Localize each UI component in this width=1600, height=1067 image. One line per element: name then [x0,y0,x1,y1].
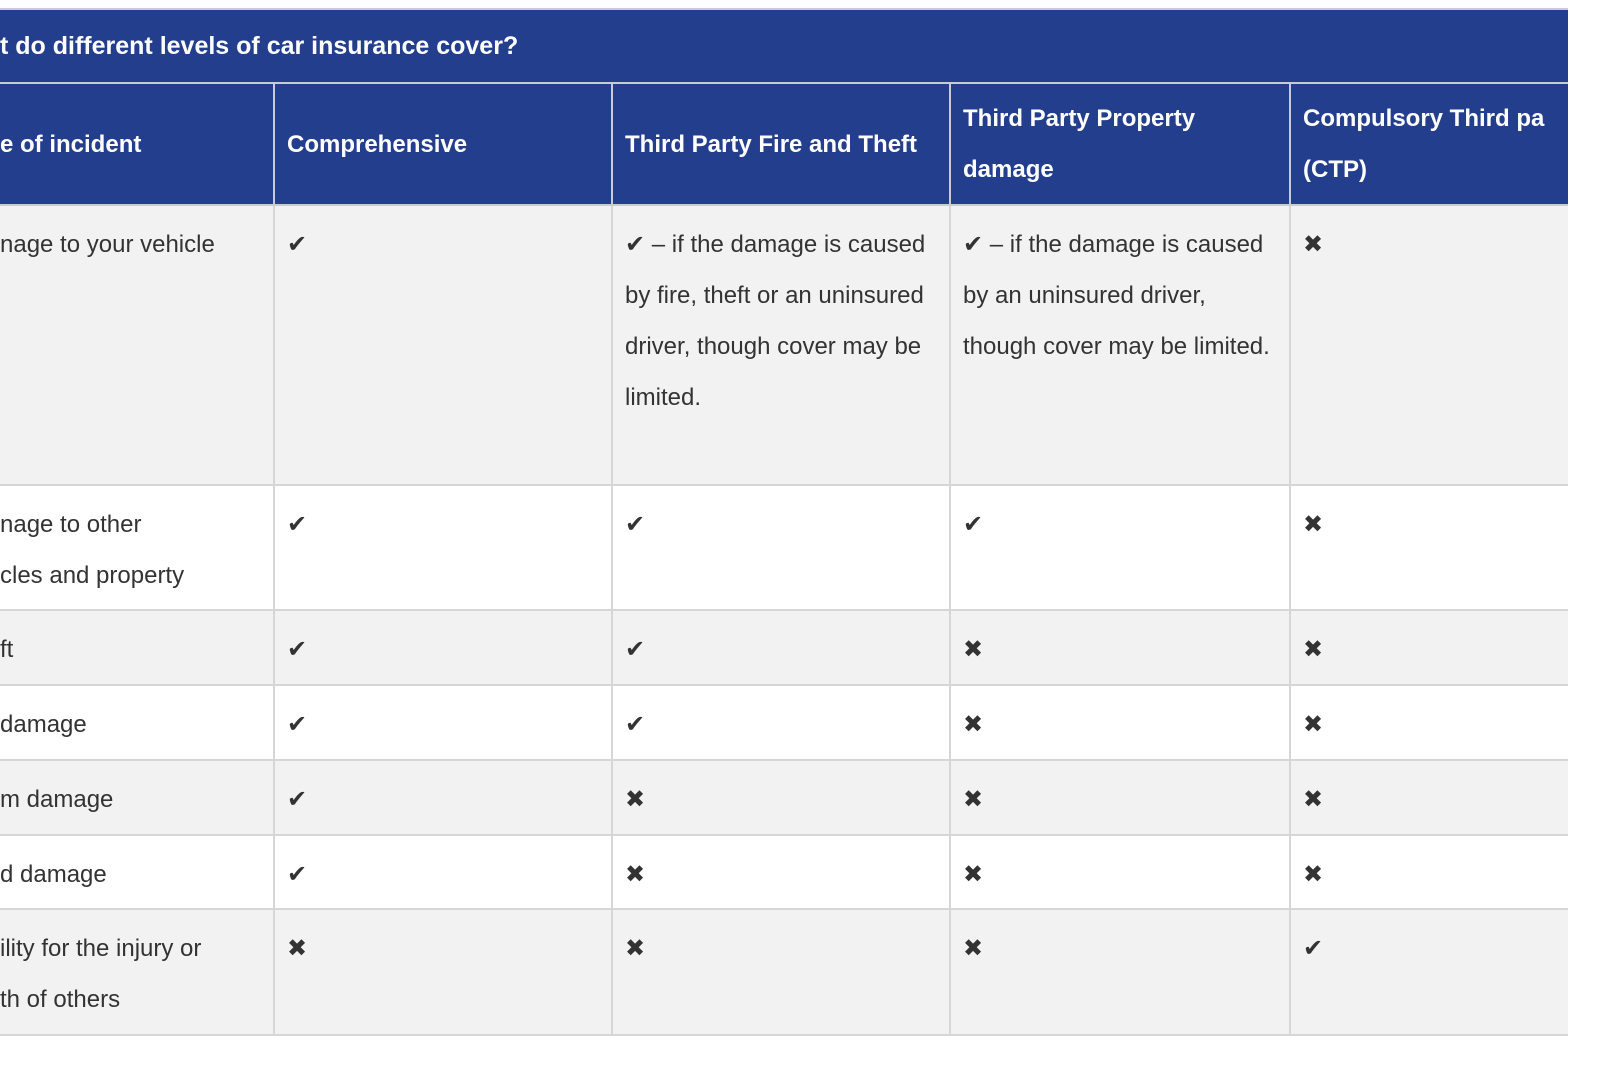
incident-line: nage to your vehicle [0,231,215,258]
cover-cell: ✔ [611,684,951,761]
table: e of incident Comprehensive Third Party Fi… [0,84,1568,1036]
table-row: m damage ✔ ✖ ✖ ✖ [0,759,1568,836]
incident-cell: ft [0,609,275,686]
incident-line: ility for the injury or [0,935,202,962]
coverage-table: t do different levels of car insurance c… [0,8,1568,1036]
table-row: ility for the injury or th of others ✖ ✖ ✖ ✔ [0,908,1568,1036]
cover-cell: ✖ [949,759,1291,836]
incident-line: cles and property [0,562,185,589]
cover-cell: ✖ [949,609,1291,686]
incident-line: nage to other [0,511,142,538]
incident-cell: nage to your vehicle [0,204,275,486]
cover-cell: ✔ [273,204,613,486]
cover-cell: ✔ – if the damage is caused by fire, the… [611,204,951,486]
incident-line: ft [0,636,14,663]
table-row: d damage ✔ ✖ ✖ ✖ [0,834,1568,910]
cover-cell: ✖ [949,908,1291,1036]
incident-cell: nage to other cles and property [0,484,275,611]
cover-cell: ✖ [1289,684,1568,761]
header-cell: Comprehensive [273,84,613,206]
cover-cell: ✖ [611,759,951,836]
table-caption: t do different levels of car insurance c… [0,10,1568,84]
incident-cell: ility for the injury or th of others [0,908,275,1036]
table-row: nage to your vehicle ✔ ✔ – if the damage i… [0,204,1568,486]
cover-cell: ✔ [273,609,613,686]
cover-cell: ✔ [1289,908,1568,1036]
cover-cell: ✖ [1289,759,1568,836]
cover-cell: ✔ – if the damage is caused by an uninsu… [949,204,1291,486]
table-body: nage to your vehicle ✔ ✔ – if the damage i… [0,204,1568,1036]
table-row: ft ✔ ✔ ✖ ✖ [0,609,1568,686]
incident-line: damage [0,711,87,738]
table-row: nage to other cles and property ✔ ✔ ✔ ✖ [0,484,1568,611]
incident-line: d damage [0,861,107,888]
cover-cell: ✔ [273,759,613,836]
incident-cell: d damage [0,834,275,910]
header-cell: Third Party Property damage [949,84,1291,206]
cover-cell: ✖ [1289,204,1568,486]
header-cell: e of incident [0,84,275,206]
cover-cell: ✔ [611,484,951,611]
cover-cell: ✖ [1289,834,1568,910]
header-row: e of incident Comprehensive Third Party Fi… [0,84,1568,206]
cover-cell: ✖ [949,684,1291,761]
incident-line: th of others [0,986,121,1013]
cover-cell: ✔ [273,484,613,611]
cover-cell: ✔ [611,609,951,686]
incident-cell: damage [0,684,275,761]
cover-cell: ✔ [273,684,613,761]
cover-cell: ✖ [273,908,613,1036]
cover-cell: ✖ [1289,609,1568,686]
cover-cell: ✔ [273,834,613,910]
cover-cell: ✖ [949,834,1291,910]
cover-cell: ✔ [949,484,1291,611]
cover-cell: ✖ [1289,484,1568,611]
table-row: damage ✔ ✔ ✖ ✖ [0,684,1568,761]
cover-cell: ✖ [611,834,951,910]
incident-cell: m damage [0,759,275,836]
header-cell: Compulsory Third pa (CTP) [1289,84,1568,206]
header-cell: Third Party Fire and Theft [611,84,951,206]
incident-line: m damage [0,786,114,813]
cover-cell: ✖ [611,908,951,1036]
